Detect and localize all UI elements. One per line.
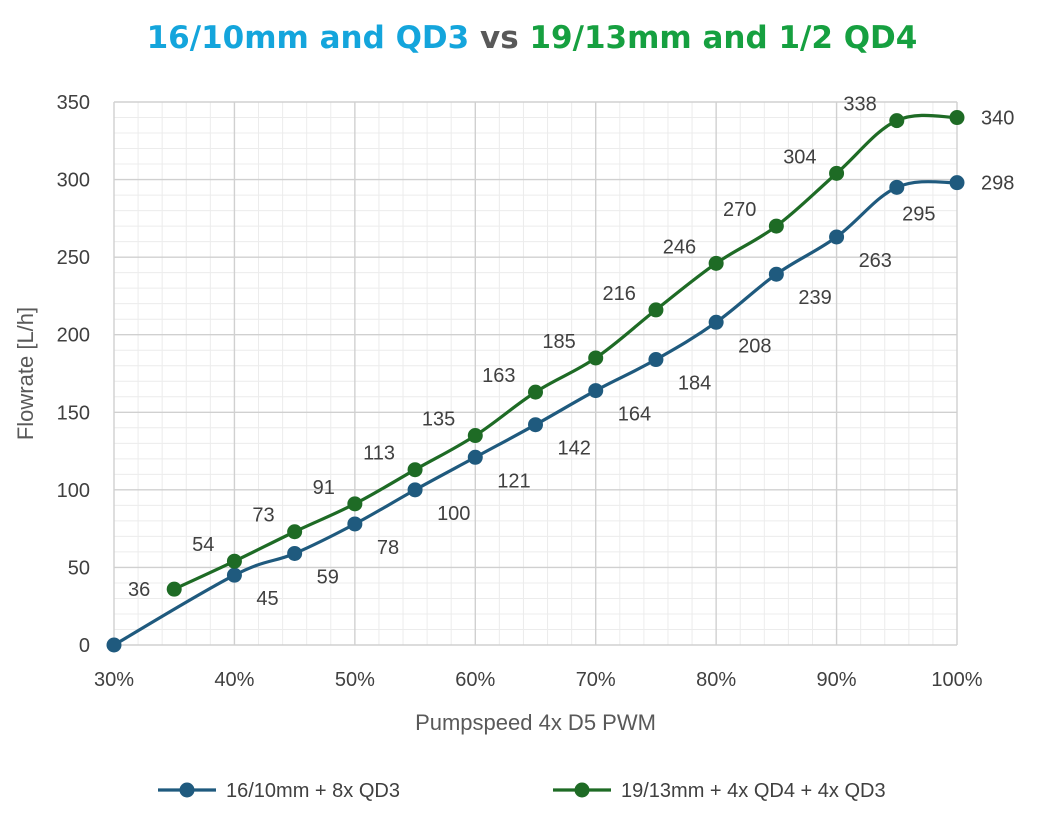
x-tick-label: 70% (576, 669, 616, 691)
data-label: 239 (798, 287, 831, 309)
data-label: 246 (663, 236, 696, 258)
data-label: 185 (542, 331, 575, 353)
data-point (949, 175, 965, 191)
y-axis-label: Flowrate [L/h] (13, 307, 38, 440)
y-tick-label: 350 (57, 92, 90, 114)
data-point (226, 567, 242, 583)
data-label: 164 (618, 404, 651, 426)
data-label: 78 (377, 537, 399, 559)
chart-title: 16/10mm and QD3 vs 19/13mm and 1/2 QD4 (0, 20, 1064, 56)
data-point (768, 218, 784, 234)
data-label: 208 (738, 335, 771, 357)
title-part-1: 16/10mm and QD3 (146, 20, 470, 56)
data-point (889, 179, 905, 195)
y-tick-label: 0 (79, 635, 90, 657)
legend-label: 19/13mm + 4x QD4 + 4x QD3 (621, 780, 886, 802)
series-layer: 45 59 78 100 121 142 164 184 208 239 263 295 298 36 54… (106, 94, 1014, 653)
data-label: 142 (558, 438, 591, 460)
legend-marker (179, 782, 195, 798)
data-point (106, 637, 122, 653)
data-point (528, 417, 543, 433)
data-point (347, 496, 363, 512)
y-tick-label: 250 (57, 247, 90, 269)
data-label: 100 (437, 503, 470, 525)
x-tick-label: 40% (214, 669, 254, 691)
y-tick-label: 50 (68, 557, 90, 579)
series-2: 36 54 73 91 113 135 163 185 216 246 270 304 338 340 (128, 94, 1014, 602)
data-point (467, 428, 483, 444)
data-point (768, 266, 784, 282)
data-label: 121 (497, 470, 530, 492)
x-tick-label: 30% (94, 669, 134, 691)
legend-label: 16/10mm + 8x QD3 (226, 780, 400, 802)
minor-gridlines (114, 102, 957, 645)
data-point (829, 229, 845, 245)
data-point (829, 165, 845, 181)
data-point (588, 383, 604, 399)
data-label: 54 (192, 534, 214, 556)
legend-marker (574, 782, 590, 798)
data-point (648, 352, 664, 368)
data-point (708, 314, 724, 330)
data-point (166, 581, 182, 597)
data-label: 45 (256, 588, 278, 610)
data-label: 135 (422, 409, 455, 431)
data-label: 184 (678, 373, 711, 395)
x-tick-label: 90% (817, 669, 857, 691)
data-label: 36 (128, 579, 150, 601)
data-label: 91 (313, 477, 335, 499)
data-point (407, 482, 423, 498)
data-label: 263 (859, 250, 892, 272)
data-label: 113 (363, 443, 395, 465)
data-label: 298 (981, 173, 1014, 195)
x-tick-label: 80% (696, 669, 736, 691)
major-gridlines (113, 101, 958, 646)
y-tick-label: 300 (57, 170, 90, 192)
data-point (287, 545, 303, 561)
data-label: 270 (723, 199, 756, 221)
series-1: 45 59 78 100 121 142 164 184 208 239 263 295 298 (106, 173, 1014, 653)
title-part-2: vs (469, 20, 530, 56)
data-point (708, 255, 724, 271)
data-label: 73 (252, 505, 274, 527)
legend: 16/10mm + 8x QD3 19/13mm + 4x QD4 + 4x QD… (158, 780, 886, 802)
y-tick-label: 200 (57, 325, 90, 347)
data-label: 216 (603, 283, 636, 305)
data-label: 304 (783, 146, 816, 168)
x-tick-label: 60% (455, 669, 495, 691)
data-point (648, 302, 664, 318)
data-point (467, 449, 483, 465)
y-tick-label: 150 (57, 402, 90, 424)
data-label: 338 (843, 94, 876, 116)
data-point (889, 113, 905, 129)
data-point (407, 462, 423, 478)
data-point (287, 524, 303, 540)
data-point (949, 110, 965, 126)
data-label: 163 (482, 365, 515, 387)
data-point (226, 553, 242, 569)
x-tick-label: 100% (931, 669, 982, 691)
x-axis-label: Pumpspeed 4x D5 PWM (415, 710, 656, 735)
data-point (528, 384, 543, 400)
data-label: 59 (317, 566, 339, 588)
data-point (347, 516, 363, 532)
x-tick-label: 50% (335, 669, 375, 691)
data-label: 295 (902, 203, 935, 225)
axis-ticks: 30% 40% 50% 60% 70% 80% 90% 100% 0 50 100 150 200 250… (57, 92, 983, 691)
data-label: 340 (981, 108, 1014, 130)
title-part-3: 19/13mm and 1/2 QD4 (529, 20, 918, 56)
data-point (588, 350, 604, 366)
y-tick-label: 100 (57, 480, 90, 502)
